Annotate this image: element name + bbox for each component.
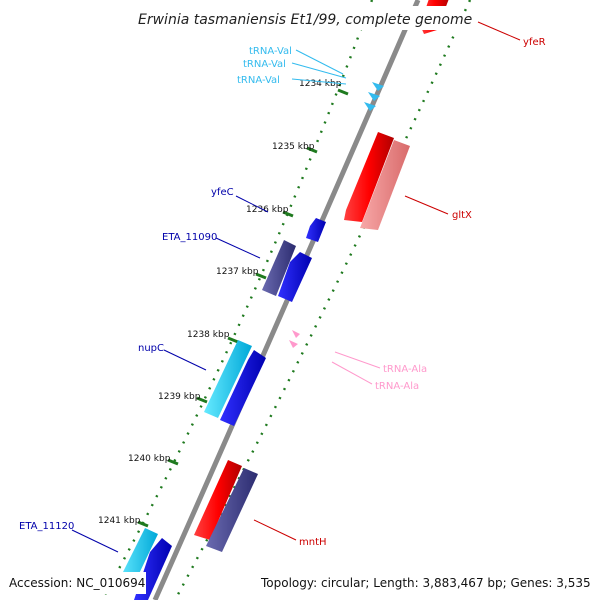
label-mntH: mntH <box>299 537 327 548</box>
major-tick-1237 <box>255 272 267 280</box>
tick-label-1240: 1240 kbp <box>128 454 171 464</box>
leader-tRNA-Ala-1 <box>334 351 381 369</box>
leader-mntH <box>253 519 297 541</box>
accession-text: Accession: NC_010694 <box>9 576 145 590</box>
major-tick-1241 <box>137 520 149 528</box>
major-tick-1235 <box>306 146 318 154</box>
genome-backbone <box>152 0 421 600</box>
label-tRNA-Val-2: tRNA-Val <box>243 59 286 70</box>
gene-nupC[interactable] <box>204 340 266 426</box>
leader-ETA_11120 <box>71 529 119 553</box>
label-tRNA-Ala-2: tRNA-Ala <box>375 381 419 392</box>
label-gltX: gltX <box>452 210 472 221</box>
leader-gltX <box>404 195 449 215</box>
major-tick-1234 <box>337 88 349 96</box>
label-tRNA-Val-1: tRNA-Val <box>249 46 292 57</box>
topology-background <box>258 572 596 594</box>
leader-yfeC <box>235 195 269 213</box>
tick-label-1236: 1236 kbp <box>246 205 289 215</box>
major-tick-1238 <box>227 336 239 344</box>
gene-mntH[interactable] <box>194 460 258 552</box>
tick-label-1239: 1239 kbp <box>158 392 201 402</box>
gene-yfeC[interactable] <box>306 218 326 242</box>
label-yfeR: yfeR <box>523 37 546 48</box>
major-ticks <box>137 88 349 528</box>
tick-label-1235: 1235 kbp <box>272 142 315 152</box>
tick-label-1238: 1238 kbp <box>187 330 230 340</box>
gene-gltX[interactable] <box>344 132 410 230</box>
topology-text: Topology: circular; Length: 3,883,467 bp… <box>260 576 591 590</box>
label-nupC: nupC <box>138 343 164 354</box>
tick-label-1237: 1237 kbp <box>216 267 259 277</box>
major-tick-1239 <box>196 396 208 404</box>
major-tick-1240 <box>167 458 179 466</box>
leader-ETA_11090 <box>215 237 261 259</box>
leader-tRNA-Ala-2 <box>331 361 373 385</box>
leader-nupC <box>163 349 207 371</box>
tick-label-1234: 1234 kbp <box>299 79 342 89</box>
accession-background <box>6 572 146 594</box>
map-title: Erwinia tasmaniensis Et1/99, complete ge… <box>138 12 472 28</box>
label-tRNA-Val-3: tRNA-Val <box>237 75 280 86</box>
leader-tRNA-Val-3 <box>291 78 347 85</box>
tick-label-1241: 1241 kbp <box>98 516 141 526</box>
label-tRNA-Ala-1: tRNA-Ala <box>383 364 427 375</box>
leader-tRNA-Val-2 <box>291 62 347 79</box>
gene-tRNA-Ala[interactable] <box>289 330 300 348</box>
title-background <box>132 6 462 30</box>
leader-tRNA-Val-1 <box>295 49 344 75</box>
leader-yfeR <box>477 21 521 41</box>
gene-tRNA-Val[interactable] <box>364 82 384 111</box>
gene-ETA_11090[interactable] <box>262 240 312 302</box>
label-yfeC: yfeC <box>211 187 234 198</box>
label-ETA_11120: ETA_11120 <box>19 521 74 532</box>
major-tick-1236 <box>282 210 294 218</box>
label-ETA_11090: ETA_11090 <box>162 232 217 243</box>
